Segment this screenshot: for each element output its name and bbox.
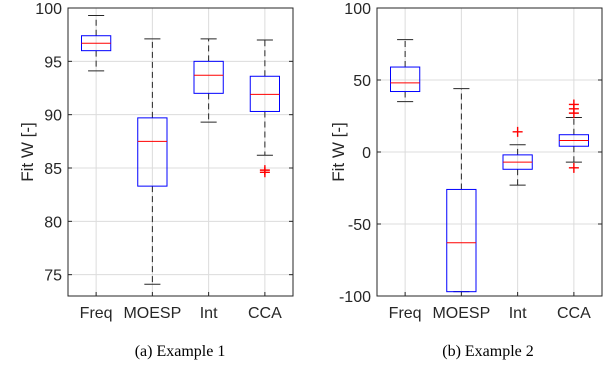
chart-panel-2: -100 -50 0 50 100 Freq MOESP Int CCA Fit W [-] (b)… (329, 1, 603, 360)
box-freq (390, 39, 421, 103)
box-iqr (249, 75, 280, 112)
y-tick-label: 95 (44, 54, 62, 71)
y-axis-label: Fit W [-] (18, 122, 37, 181)
outlier-marker (568, 162, 579, 173)
box-iqr (193, 60, 224, 94)
y-tick-label: 80 (44, 214, 62, 231)
box-freq (81, 14, 112, 72)
y-tick-label: 50 (353, 73, 371, 90)
y-tick-label: 90 (44, 108, 62, 125)
x-tick-label: CCA (557, 305, 591, 322)
y-tick-label: 100 (344, 1, 371, 18)
axes-frame (376, 7, 603, 297)
y-tick-label: -50 (348, 217, 371, 234)
y-tick-label: 85 (44, 161, 62, 178)
y-tick-label: 75 (44, 268, 62, 285)
y-tick-label: -100 (339, 289, 371, 306)
x-tick-label: MOESP (123, 305, 181, 322)
box-moesp (446, 88, 477, 293)
box-int (193, 38, 224, 123)
outlier-marker (259, 165, 270, 176)
x-tick-label: CCA (248, 305, 282, 322)
box-cca (249, 39, 280, 178)
box-int (502, 126, 533, 186)
y-tick-label: 0 (362, 145, 371, 162)
box-moesp (137, 38, 168, 285)
figure-caption: (b) Example 2 (442, 343, 534, 360)
outlier-marker (512, 126, 523, 137)
figure-caption: (a) Example 1 (135, 343, 226, 360)
box-iqr (446, 188, 477, 293)
x-tick-label: Freq (80, 305, 113, 322)
box-cca (558, 99, 589, 173)
chart-panel-1: 75 80 85 90 95 100 Freq MOESP Int CCA Fit W [-] (a)… (18, 1, 294, 360)
outlier-marker (568, 99, 579, 110)
box-iqr (390, 66, 421, 93)
box-iqr (137, 117, 168, 187)
y-tick-label: 100 (35, 1, 62, 18)
x-tick-label: Freq (389, 305, 422, 322)
y-axis-label: Fit W [-] (329, 122, 348, 181)
x-tick-label: Int (200, 305, 218, 322)
x-tick-label: MOESP (432, 305, 490, 322)
axes-frame (67, 7, 294, 297)
x-tick-label: Int (509, 305, 527, 322)
